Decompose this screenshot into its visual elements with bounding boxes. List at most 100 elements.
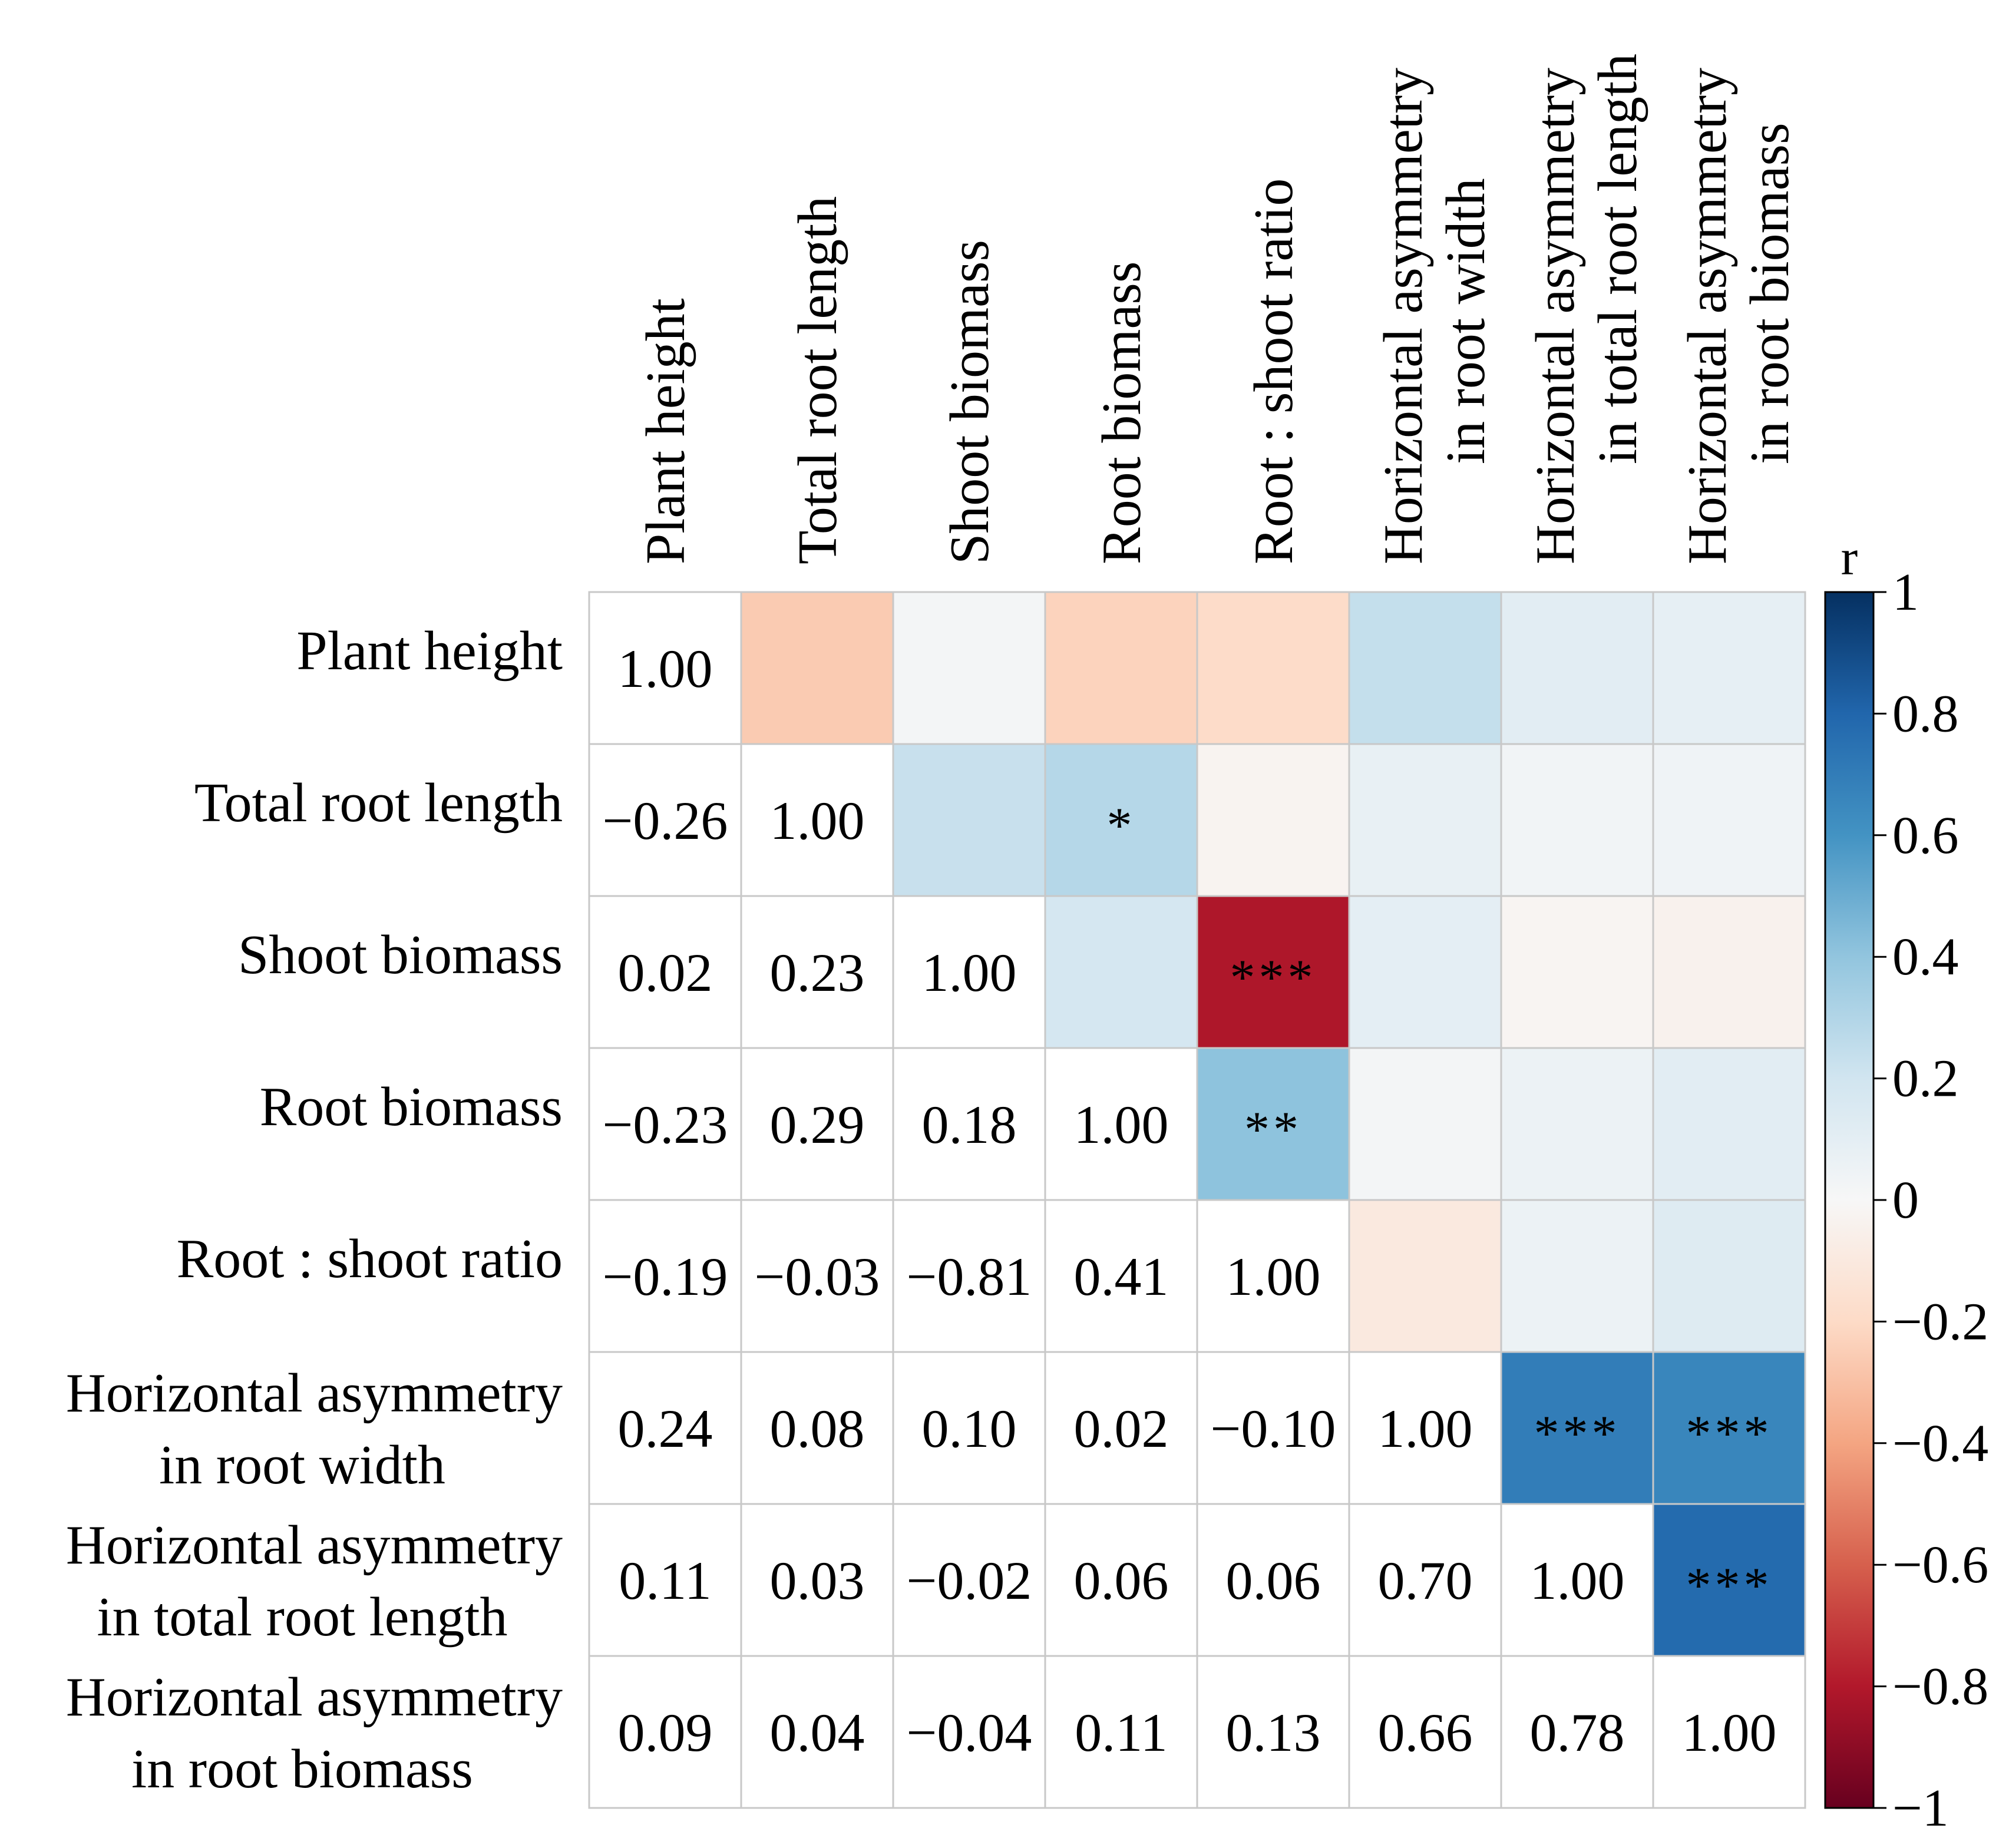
colorbar: r1 0.8 0.6 0.4 0.2 0 −0.2 −0.4 −0.6 −0.8 −1 [1824,529,1988,1837]
heatmap-cell-r0-c6 [1500,591,1654,745]
colorbar-tick-label: −0.6 [1892,1536,1988,1594]
column-label-text: Shoot biomass [939,240,1000,564]
column-label-4: Root : shoot ratio [1243,178,1304,564]
heatmap-cell-r5-c1 [740,1351,894,1505]
heatmap-cell-r1-c4 [1196,743,1350,897]
cell-value-r4-c3: 0.41 [1074,1247,1169,1307]
row-label-line-2: in root width [159,1434,445,1496]
column-label-line-1: Horizontal asymmetry [1373,68,1434,564]
colorbar-title: r [1841,529,1858,586]
cell-value-r4-c1: −0.03 [755,1247,880,1307]
heatmap-cell-r5-c0 [588,1351,742,1505]
row-label-7: Horizontal asymmetry in root biomass [66,1667,563,1800]
heatmap-cell-texts: 1.00 −0.26 1.00 * 0.02 0.23 1.00 *** −0.23 0.29 0.… [603,639,1777,1763]
row-label-3: Root biomass [260,1076,563,1138]
row-label-4: Root : shoot ratio [177,1228,563,1290]
heatmap-cell-r7-c5 [1348,1655,1502,1809]
heatmap-cell-r4-c3 [1044,1199,1198,1353]
colorbar-tick-label: 0.2 [1892,1050,1959,1108]
cell-value-r5-c2: 0.10 [922,1399,1017,1459]
column-label-line-2: in root biomass [1739,123,1800,464]
significance-stars-r3-c4: ** [1244,1101,1302,1158]
heatmap-cell-r7-c0 [588,1655,742,1809]
heatmap-cell-r3-c1 [740,1047,894,1201]
heatmap-cell-r4-c6 [1500,1199,1654,1353]
heatmap-cell-r1-c1 [740,743,894,897]
column-label-3: Root biomass [1091,262,1152,564]
cell-value-r6-c5: 0.70 [1378,1551,1473,1611]
colorbar-tick-label: 0.6 [1892,806,1959,865]
heatmap-cell-r0-c3 [1044,591,1198,745]
heatmap-cell-r6-c0 [588,1503,742,1657]
significance-stars-r2-c4: *** [1230,949,1317,1006]
cell-value-r4-c4: 1.00 [1226,1247,1321,1307]
row-label-1: Total root length [194,772,563,834]
cell-value-r7-c1: 0.04 [770,1702,865,1763]
cell-value-r5-c4: −0.10 [1211,1399,1336,1459]
heatmap-cell-r4-c1 [740,1199,894,1353]
heatmap-cell-r6-c4 [1196,1503,1350,1657]
heatmap-cell-r3-c6 [1500,1047,1654,1201]
column-label-1: Total root length [787,196,848,564]
heatmap-cell-r4-c2 [892,1199,1046,1353]
colorbar-tick-label: 0.4 [1892,928,1959,986]
heatmap-cell-r0-c1 [740,591,894,745]
cell-value-r4-c0: −0.19 [603,1247,728,1307]
heatmap-cell-r5-c2 [892,1351,1046,1505]
row-label-2: Shoot biomass [238,924,563,986]
heatmap-cell-r7-c7 [1652,1655,1806,1809]
cell-value-r6-c6: 1.00 [1530,1551,1625,1611]
heatmap-cell-r1-c2 [892,743,1046,897]
cell-value-r2-c2: 1.00 [922,943,1017,1003]
significance-stars-r5-c6: *** [1534,1405,1621,1462]
column-label-line-2: in root width [1435,178,1496,464]
column-label-7: Horizontal asymmetry in root biomass [1677,68,1800,564]
row-label-0: Plant height [296,620,563,682]
heatmap-cell-r2-c3 [1044,895,1198,1049]
heatmap-cell-r5-c3 [1044,1351,1198,1505]
significance-stars-r5-c7: *** [1686,1405,1773,1462]
colorbar-tick-label: 1 [1892,563,1919,621]
column-label-0: Plant height [635,298,696,564]
heatmap-cell-r5-c4 [1196,1351,1350,1505]
cell-value-r7-c4: 0.13 [1226,1702,1321,1763]
row-label-text: Plant height [296,620,563,682]
heatmap-cells [588,591,1806,1809]
heatmap-cell-r6-c2 [892,1503,1046,1657]
cell-value-r3-c3: 1.00 [1074,1095,1169,1155]
cell-value-r7-c3: 0.11 [1075,1702,1168,1763]
column-labels: Plant height Total root length Shoot bioma… [635,54,1800,564]
heatmap-cell-r3-c4 [1196,1047,1350,1201]
significance-stars-r1-c3: * [1107,797,1136,854]
heatmap-cell-r4-c4 [1196,1199,1350,1353]
cell-value-r3-c0: −0.23 [603,1095,728,1155]
column-label-text: Plant height [635,298,696,564]
row-label-text: Total root length [194,772,563,834]
cell-value-r7-c6: 0.78 [1530,1702,1625,1763]
colorbar-tick-label: −0.8 [1892,1658,1988,1716]
cell-value-r6-c3: 0.06 [1074,1551,1169,1611]
heatmap-cell-r1-c7 [1652,743,1806,897]
heatmap-cell-r2-c0 [588,895,742,1049]
heatmap-cell-r0-c0 [588,591,742,745]
row-label-text: Shoot biomass [238,924,563,986]
row-label-text: Root biomass [260,1076,563,1138]
row-label-text: Root : shoot ratio [177,1228,563,1290]
column-label-line-1: Horizontal asymmetry [1677,68,1738,564]
colorbar-tick-label: 0 [1892,1171,1919,1229]
cell-value-r6-c0: 0.11 [619,1551,712,1611]
cell-value-r6-c1: 0.03 [770,1551,865,1611]
cell-value-r2-c1: 0.23 [770,943,865,1003]
heatmap-cell-r3-c3 [1044,1047,1198,1201]
colorbar-tick-label: −0.4 [1892,1414,1988,1473]
colorbar-tick-label: −1 [1892,1779,1949,1837]
cell-value-r6-c2: −0.02 [907,1551,1032,1611]
heatmap-cell-r3-c7 [1652,1047,1806,1201]
heatmap-cell-r7-c4 [1196,1655,1350,1809]
cell-value-r3-c1: 0.29 [770,1095,865,1155]
heatmap-cell-r0-c4 [1196,591,1350,745]
column-label-6: Horizontal asymmetry in total root length [1525,54,1648,564]
cell-value-r5-c0: 0.24 [618,1399,713,1459]
heatmap-cell-r4-c0 [588,1199,742,1353]
